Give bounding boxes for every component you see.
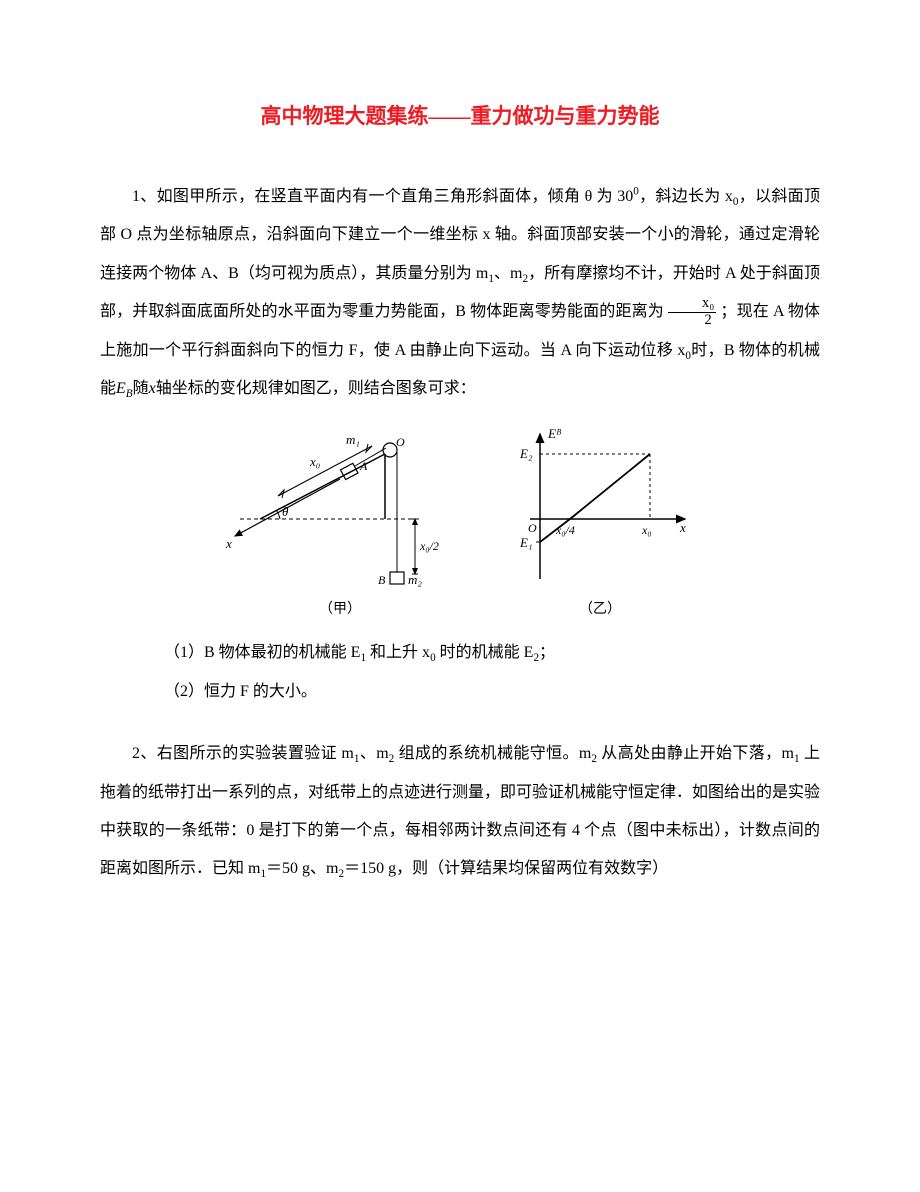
fig1-theta: θ	[282, 504, 289, 519]
p1s1-2: 和上升 x	[366, 644, 430, 661]
p1s1-1: （1）B 物体最初的机械能 E	[164, 644, 360, 661]
fraction-x0-over-2: x₀2	[668, 296, 716, 329]
fig1-x0: x₀	[309, 454, 320, 469]
p1-ital2: x	[149, 380, 156, 397]
p2-seg4: 从高处由静止开始下落，m	[597, 745, 794, 762]
fig1-B: B	[378, 573, 386, 587]
fig2-E2: E₂	[519, 446, 533, 461]
p1-ital1: E	[116, 380, 126, 397]
p1s1-3: 时的机械能 E	[436, 644, 534, 661]
p2-seg6: ＝50 g、m	[266, 860, 338, 877]
figure-jia-svg: m₁ A O x₀ θ x x₀/2 B m₂	[220, 424, 460, 594]
fig2-x0: x₀	[641, 523, 652, 537]
spacer	[100, 711, 820, 735]
figures-row: m₁ A O x₀ θ x x₀/2 B m₂ （甲）	[100, 424, 820, 618]
frac-num: x₀	[668, 296, 716, 313]
problem-1-sub1: （1）B 物体最初的机械能 E1 和上升 x0 时的机械能 E2；	[100, 634, 820, 672]
figure-yi-label: （乙）	[500, 598, 700, 618]
p1-seg2: ，斜边长为 x	[639, 188, 733, 205]
figure-yi: Eᴮ E₂ E₁ O x₀/4 x₀ x （乙）	[500, 424, 700, 618]
fig2-x04: x₀/4	[555, 523, 575, 537]
p1-seg9: 轴坐标的变化规律如图乙，则结合图象可求：	[156, 380, 476, 397]
problem-2-text: 2、右图所示的实验装置验证 m1、m2 组成的系统机械能守恒。m2 从高处由静止…	[100, 735, 820, 889]
p1-seg8: 随	[133, 380, 149, 397]
fig1-O: O	[396, 435, 405, 449]
fig1-A: A	[359, 459, 368, 473]
p1-seg4: 、m	[494, 265, 523, 282]
fig1-m1: m₁	[346, 432, 360, 447]
p2-seg3: 组成的系统机械能守恒。m	[394, 745, 591, 762]
p2-seg7: ＝150 g，则（计算结果均保留两位有效数字）	[344, 860, 668, 877]
figure-jia-label: （甲）	[220, 598, 460, 618]
fig1-half: x₀/2	[419, 539, 439, 553]
title-text: 高中物理大题集练——重力做功与重力势能	[261, 104, 660, 128]
p1-seg1: 1、如图甲所示，在竖直平面内有一个直角三角形斜面体，倾角 θ 为 30	[132, 188, 633, 205]
p1s1-4: ；	[539, 644, 555, 661]
fig2-E1: E₁	[519, 535, 532, 550]
figure-yi-svg: Eᴮ E₂ E₁ O x₀/4 x₀ x	[500, 424, 700, 594]
frac-den: 2	[668, 313, 716, 329]
fig2-O: O	[528, 521, 537, 535]
fig1-x: x	[225, 536, 232, 551]
figure-jia: m₁ A O x₀ θ x x₀/2 B m₂ （甲）	[220, 424, 460, 618]
p2-seg5: 上拖着的纸带打出一系列的点，对纸带上的点迹进行测量，即可验证机械能守恒定律．如图…	[100, 745, 820, 877]
p1-italsub1: B	[126, 388, 133, 400]
fig2-x: x	[679, 520, 686, 535]
problem-1-text: 1、如图甲所示，在竖直平面内有一个直角三角形斜面体，倾角 θ 为 300，斜边长…	[100, 178, 820, 408]
fig1-m2: m₂	[408, 572, 422, 587]
fig2-EB: Eᴮ	[547, 426, 562, 441]
problem-1-sub2: （2）恒力 F 的大小。	[100, 673, 820, 711]
p2-seg1: 2、右图所示的实验装置验证 m	[132, 745, 354, 762]
document-title: 高中物理大题集练——重力做功与重力势能	[100, 100, 820, 130]
p2-seg2: 、m	[359, 745, 388, 762]
